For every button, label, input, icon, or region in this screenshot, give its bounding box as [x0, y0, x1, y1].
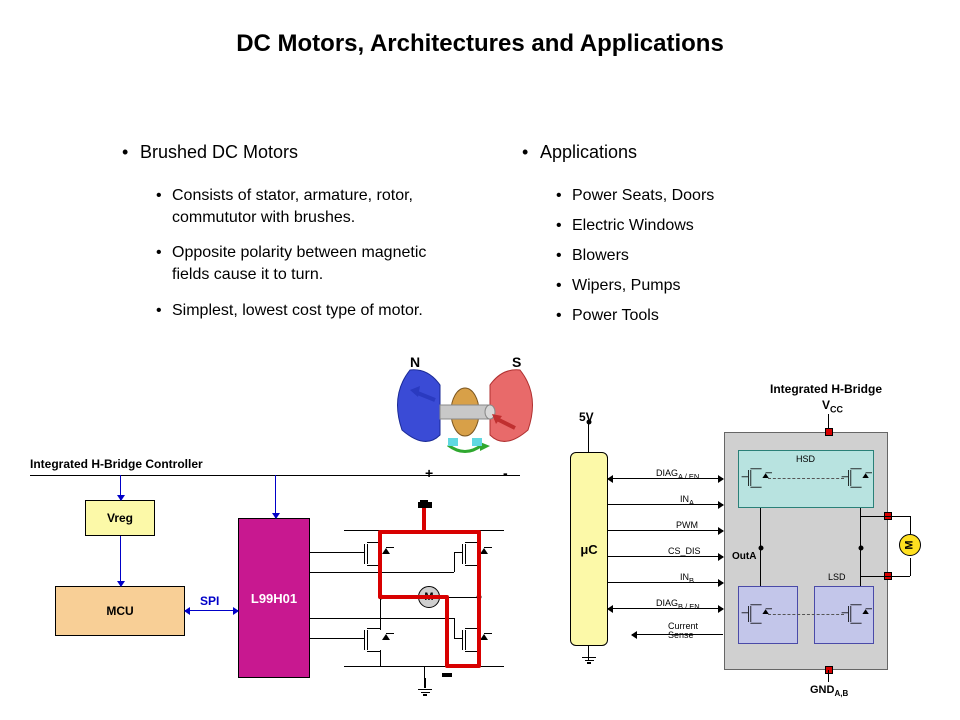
right-item-2: Blowers	[572, 245, 629, 267]
sig-lbl-0: DIAGA / EN	[656, 468, 699, 481]
d2-fet-bl	[748, 604, 764, 623]
d2-fet-tl	[748, 468, 764, 487]
d2-hsd-link	[768, 478, 844, 479]
arrow-spi-r	[200, 610, 238, 611]
d2-out-v-t	[910, 516, 911, 534]
sig-5-l	[608, 608, 625, 609]
hsd-label: HSD	[796, 454, 815, 464]
motor-minus: -	[503, 465, 508, 481]
d2-out-wire-t	[860, 516, 910, 517]
d2-lsd-link	[768, 614, 844, 615]
diag2-title: Integrated H-Bridge	[770, 382, 882, 396]
d1-gnd-icon	[418, 678, 432, 696]
motor-s-label: S	[512, 354, 521, 370]
d2-gnd-label: GNDA,B	[810, 684, 848, 698]
outa-label: OutA	[732, 551, 756, 562]
d1-current-path	[340, 498, 520, 688]
d2-out-wire-b	[860, 576, 910, 577]
d2-gnd-port	[825, 666, 833, 674]
d2-out-v-b	[910, 558, 911, 576]
diag1-title: Integrated H-Bridge Controller	[30, 457, 203, 471]
sig-0-l	[608, 478, 625, 479]
sig-lbl-2: PWM	[676, 520, 698, 530]
d2-fet-tr	[848, 468, 864, 487]
sig-lbl-cs: Current Sense	[668, 622, 698, 640]
d2-fet-br	[848, 604, 864, 623]
left-item-1: Opposite polarity between magnetic field…	[172, 242, 442, 287]
d2-gnd-line	[828, 670, 829, 682]
mcu-block: MCU	[55, 586, 185, 636]
lsd-box-l	[738, 586, 798, 644]
motor-n-label: N	[410, 354, 420, 370]
d2-5v-dot	[587, 420, 592, 425]
motor-plus: +	[425, 465, 433, 481]
d2-5v-line	[588, 422, 589, 452]
vcc-label: VCC	[822, 398, 843, 414]
chip-block: L99H01	[238, 518, 310, 678]
sig-3	[608, 556, 723, 557]
right-item-0: Power Seats, Doors	[572, 185, 714, 207]
arrow-supply-chip	[275, 475, 276, 518]
lsd-label: LSD	[828, 572, 846, 582]
d2-node-r	[859, 546, 864, 551]
sig-2	[608, 530, 723, 531]
sig-lbl-5: DIAGB / EN	[656, 598, 700, 611]
sig-lbl-1: INA	[680, 494, 694, 507]
d2-vcc-port	[825, 428, 833, 436]
lsd-box-r	[814, 586, 874, 644]
d2-uc-gnd-icon	[582, 656, 596, 664]
right-item-1: Electric Windows	[572, 215, 694, 237]
left-item-0: Consists of stator, armature, rotor, com…	[172, 185, 442, 230]
d1-top-cap	[418, 502, 432, 508]
sig-4	[608, 582, 723, 583]
sig-1	[608, 504, 723, 505]
sig-lbl-3: CS_DIS	[668, 546, 701, 556]
page-title: DC Motors, Architectures and Application…	[0, 30, 960, 58]
spi-label: SPI	[200, 594, 219, 608]
arrow-vreg-mcu	[120, 536, 121, 586]
arrow-supply-vreg	[120, 475, 121, 500]
arrow-spi-l	[185, 610, 200, 611]
d2-motor: M	[899, 534, 921, 556]
d2-node-l	[759, 546, 764, 551]
right-heading: Applications	[540, 142, 637, 163]
right-item-3: Wipers, Pumps	[572, 275, 680, 297]
vreg-block: Vreg	[85, 500, 155, 536]
sig-lbl-4: INB	[680, 572, 694, 585]
right-item-4: Power Tools	[572, 305, 659, 327]
left-heading: Brushed DC Motors	[140, 142, 298, 163]
left-item-2: Simplest, lowest cost type of motor.	[172, 300, 452, 322]
uc-block: μC	[570, 452, 608, 646]
motor-illustration	[380, 350, 550, 480]
